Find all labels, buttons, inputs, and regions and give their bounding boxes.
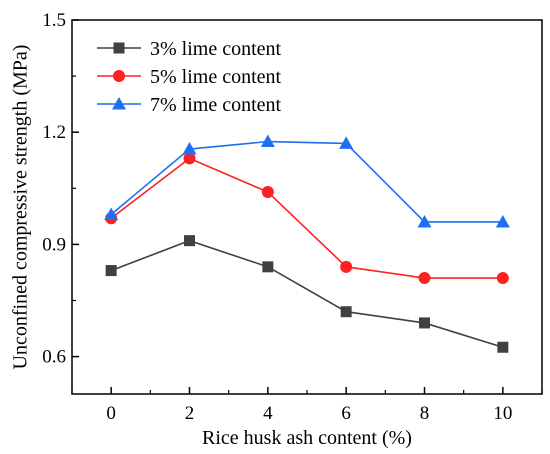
y-tick-label: 1.5 [42,10,66,31]
data-point [262,261,274,273]
legend-item-1: 3% lime content [97,38,282,60]
data-point [417,214,432,228]
series-3 [104,134,510,228]
series-line [110,239,504,349]
data-point [260,134,275,148]
data-point [419,317,430,329]
y-axis: 0.6 0.9 1.2 1.5 [42,10,79,368]
legend-label: 7% lime content [150,94,282,116]
legend-label: 5% lime content [150,66,282,88]
series-layer [104,134,510,353]
data-point [183,152,196,165]
y-axis-title: Unconfined compressive strength (MPa) [10,45,32,370]
legend-item-3: 7% lime content [97,94,282,116]
series-1 [105,235,509,353]
x-tick-label: 0 [106,403,116,424]
data-point [418,272,431,285]
data-point [339,136,354,149]
legend-marker [113,42,125,54]
legend-marker [113,70,125,82]
x-tick-label: 8 [420,403,430,424]
data-point [104,207,119,220]
data-point [261,186,274,199]
x-tick-label: 6 [341,403,351,424]
y-tick-label: 1.2 [42,122,66,143]
x-axis-title: Rice husk ash content (%) [202,427,412,449]
x-tick-label: 4 [263,403,273,424]
data-point [340,260,353,273]
legend-marker [112,97,126,110]
series-line [110,140,503,223]
data-point [105,265,117,277]
series-line [110,157,503,279]
x-tick-label: 10 [493,403,512,424]
y-tick-label: 0.9 [42,234,66,255]
y-tick-label: 0.6 [42,347,66,368]
x-tick-label: 2 [185,403,195,424]
legend: 3% lime content 5% lime content 7% lime co… [97,38,282,116]
data-point [496,272,509,285]
series-2 [105,152,509,285]
data-point [184,235,195,247]
data-point [495,214,510,228]
legend-label: 3% lime content [150,38,282,60]
data-point [340,306,352,318]
data-point [182,142,197,155]
x-axis: 0 2 4 6 8 10 [71,387,543,424]
data-point [497,341,509,353]
legend-item-2: 5% lime content [97,66,282,88]
